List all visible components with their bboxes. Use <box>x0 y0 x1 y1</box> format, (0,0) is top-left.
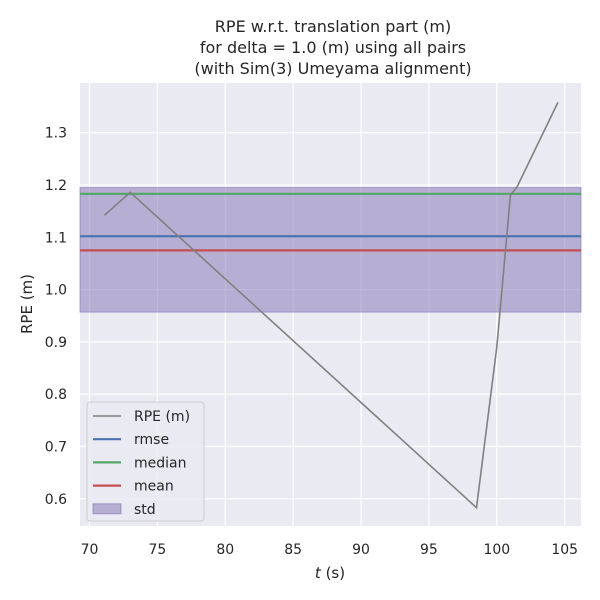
stat-lines-layer <box>80 192 581 252</box>
legend: RPE (m) rmse median mean std <box>86 401 205 522</box>
y-tick-label: 0.9 <box>45 335 67 351</box>
x-tick-label: 90 <box>352 542 370 558</box>
x-tick-label: 75 <box>148 542 166 558</box>
legend-swatch-std <box>92 503 122 515</box>
y-tick-label: 1.2 <box>45 178 67 194</box>
y-tick-label: 1.1 <box>45 230 67 246</box>
title-line-3: (with Sim(3) Umeyama alignment) <box>194 59 471 78</box>
y-tick-label: 0.6 <box>45 492 67 508</box>
x-tick-label: 100 <box>483 542 510 558</box>
title-line-2: for delta = 1.0 (m) using all pairs <box>200 38 466 57</box>
y-tick-label: 0.7 <box>45 440 67 456</box>
x-tick-label: 95 <box>420 542 438 558</box>
x-tick-label: 85 <box>284 542 302 558</box>
y-tick-label: 1.0 <box>45 283 67 299</box>
x-tick-labels: 70 75 80 85 90 95 100 105 <box>81 542 578 558</box>
series-layer <box>103 102 559 510</box>
x-axis-label-unit: (s) <box>321 564 345 582</box>
x-axis-label-var: t <box>315 564 322 582</box>
rpe-series-line <box>103 102 559 510</box>
legend-label-rmse: rmse <box>134 432 169 448</box>
legend-box <box>86 401 205 522</box>
title-line-1: RPE w.r.t. translation part (m) <box>215 17 451 36</box>
y-axis-label: RPE (m) <box>18 274 36 334</box>
y-tick-labels: 0.6 0.7 0.8 0.9 1.0 1.1 1.2 1.3 <box>45 126 67 508</box>
y-tick-label: 0.8 <box>45 387 67 403</box>
x-tick-label: 80 <box>216 542 234 558</box>
x-axis-label: t (s) <box>315 564 345 582</box>
legend-label-mean: mean <box>134 479 174 495</box>
x-tick-label: 70 <box>81 542 99 558</box>
legend-label-median: median <box>134 455 186 471</box>
x-tick-label: 105 <box>551 542 578 558</box>
chart-title: RPE w.r.t. translation part (m) for delt… <box>194 17 471 78</box>
y-tick-label: 1.3 <box>45 126 67 142</box>
legend-label-std: std <box>134 502 156 518</box>
legend-label-rpe: RPE (m) <box>134 409 190 425</box>
